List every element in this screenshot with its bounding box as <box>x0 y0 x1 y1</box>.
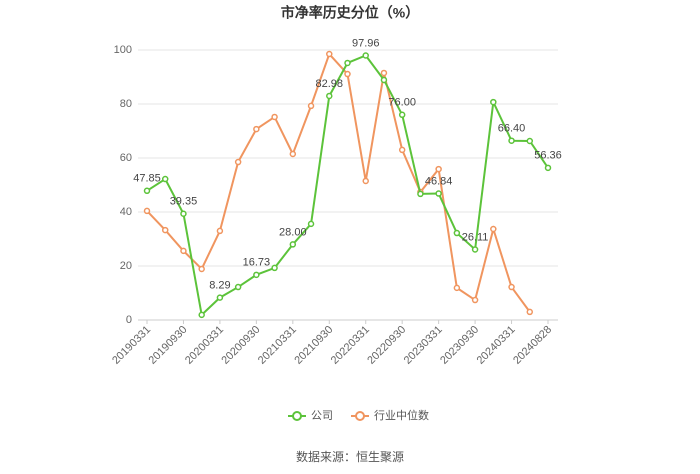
y-tick-label: 100 <box>114 44 132 56</box>
point <box>289 150 297 158</box>
data-label: 97.96 <box>352 37 380 49</box>
data-label: 26.11 <box>462 231 489 243</box>
y-tick-label: 20 <box>120 260 132 272</box>
point <box>471 296 479 304</box>
data-label: 76.00 <box>388 97 416 109</box>
x-tick-label: 20240828 <box>511 324 554 367</box>
x-tick-label: 20220930 <box>365 324 408 367</box>
point <box>216 294 224 301</box>
point <box>326 92 333 100</box>
y-tick-label: 80 <box>120 98 132 110</box>
point <box>344 70 351 78</box>
point <box>271 264 278 272</box>
data-label: 66.40 <box>498 123 526 135</box>
x-tick-label: 20200331 <box>183 324 226 367</box>
point <box>253 271 260 279</box>
point <box>180 210 187 218</box>
point <box>508 283 515 291</box>
point <box>380 76 388 84</box>
point <box>453 229 461 237</box>
point <box>234 158 242 166</box>
legend-label: 公司 <box>311 410 333 422</box>
point <box>161 226 169 234</box>
y-tick-label: 40 <box>120 206 132 218</box>
y-tick-label: 60 <box>120 152 132 164</box>
x-tick-label: 20190331 <box>110 324 153 367</box>
x-tick-label: 20230930 <box>438 324 481 367</box>
series-line <box>146 52 531 313</box>
data-label: 39.35 <box>170 196 198 208</box>
point <box>453 284 461 292</box>
point <box>398 146 406 154</box>
point <box>435 190 442 197</box>
point <box>362 177 369 185</box>
point <box>216 227 224 235</box>
point <box>234 283 242 291</box>
point <box>471 246 479 253</box>
point <box>161 175 169 183</box>
point <box>490 225 497 233</box>
point <box>362 52 369 59</box>
x-tick-label: 20220331 <box>329 324 372 367</box>
legend-label: 行业中位数 <box>374 408 429 422</box>
series-line <box>146 54 549 317</box>
point <box>417 190 424 198</box>
point <box>508 137 515 144</box>
x-tick-label: 20190930 <box>147 324 190 367</box>
x-tick-label: 20200930 <box>219 324 262 367</box>
point <box>326 50 333 58</box>
point <box>307 102 315 110</box>
point <box>380 69 388 77</box>
point <box>198 265 205 273</box>
data-label: 16.73 <box>243 257 271 269</box>
point <box>198 311 205 319</box>
point <box>344 59 351 67</box>
point <box>526 308 534 316</box>
data-label: 56.36 <box>534 150 562 162</box>
x-tick-label: 20210930 <box>292 324 335 367</box>
point <box>544 164 552 172</box>
point <box>526 137 534 145</box>
x-tick-label: 20230331 <box>402 324 445 367</box>
point <box>307 220 315 228</box>
x-tick-label: 20240331 <box>475 324 518 367</box>
x-tick-label: 20210331 <box>256 324 299 367</box>
point <box>271 113 278 121</box>
point <box>253 125 260 133</box>
point <box>490 98 497 106</box>
data-label: 46.84 <box>425 175 453 187</box>
point <box>435 165 442 173</box>
point <box>289 241 297 248</box>
source: 数据来源：恒生聚源 <box>296 449 404 464</box>
point <box>143 207 151 215</box>
data-label: 82.98 <box>316 78 344 90</box>
point <box>143 187 151 195</box>
data-label: 28.00 <box>279 226 307 238</box>
legend-marker <box>292 411 302 421</box>
y-tick-label: 0 <box>126 314 132 326</box>
legend-marker <box>355 411 365 421</box>
data-label: 8.29 <box>209 280 230 292</box>
point <box>398 111 406 119</box>
point <box>180 247 187 255</box>
data-label: 47.85 <box>133 173 161 185</box>
chart-title: 市净率历史分位（%） <box>281 5 419 21</box>
